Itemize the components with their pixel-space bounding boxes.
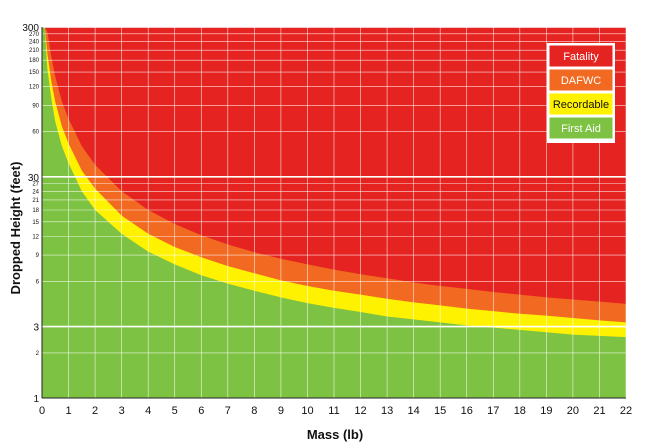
x-tick-label: 13 bbox=[381, 405, 393, 417]
x-tick-label: 3 bbox=[119, 405, 125, 417]
area-first-aid bbox=[42, 27, 626, 398]
y-tick-label: 60 bbox=[32, 130, 39, 136]
legend-label: First Aid bbox=[561, 123, 601, 135]
y-tick-label: 18 bbox=[32, 208, 39, 214]
x-tick-labels: 0 1 2 3 4 5 6 7 8 9 10 11 12 13 14 15 16 17 18 19 20 21 22 bbox=[39, 405, 632, 417]
x-tick-label: 19 bbox=[540, 405, 552, 417]
x-axis-title: Mass (lb) bbox=[307, 427, 363, 442]
legend-swatch bbox=[548, 116, 614, 140]
x-tick-label: 14 bbox=[408, 405, 420, 417]
grid-lines bbox=[41, 26, 627, 399]
x-tick-label: 17 bbox=[487, 405, 499, 417]
x-tick-label: 1 bbox=[65, 405, 71, 417]
y-tick-label: 15 bbox=[32, 220, 39, 226]
y-tick-label: 240 bbox=[29, 40, 40, 46]
legend-swatch bbox=[548, 92, 614, 116]
x-tick-label: 18 bbox=[514, 405, 526, 417]
x-tick-label: 21 bbox=[593, 405, 605, 417]
x-tick-label: 0 bbox=[39, 405, 45, 417]
legend-swatch bbox=[548, 68, 614, 92]
legend-swatch bbox=[548, 44, 614, 68]
y-tick-label: 120 bbox=[29, 85, 40, 91]
x-tick-label: 5 bbox=[172, 405, 178, 417]
y-tick-label: 9 bbox=[36, 253, 40, 259]
legend: Fatality DAFWC Recordable First Aid bbox=[547, 43, 615, 143]
y-tick-labels: 1236912151821242730609012015018021024027… bbox=[22, 23, 39, 405]
legend-label: DAFWC bbox=[561, 75, 601, 87]
y-tick-label: 3 bbox=[33, 323, 39, 334]
x-tick-label: 4 bbox=[145, 405, 151, 417]
x-tick-label: 8 bbox=[251, 405, 257, 417]
x-tick-label: 6 bbox=[198, 405, 204, 417]
y-axis-title: Dropped Height (feet) bbox=[8, 162, 23, 295]
x-tick-label: 9 bbox=[278, 405, 284, 417]
y-tick-label: 1 bbox=[33, 394, 39, 405]
x-tick-label: 10 bbox=[301, 405, 313, 417]
y-tick-label: 180 bbox=[29, 58, 40, 64]
legend-label: Recordable bbox=[553, 99, 609, 111]
y-tick-label: 300 bbox=[22, 23, 39, 34]
x-tick-label: 20 bbox=[567, 405, 579, 417]
y-tick-label: 270 bbox=[29, 32, 40, 38]
y-tick-label: 27 bbox=[32, 182, 39, 188]
y-tick-label: 30 bbox=[28, 173, 40, 184]
y-tick-label: 150 bbox=[29, 70, 40, 76]
x-tick-label: 12 bbox=[354, 405, 366, 417]
x-tick-label: 7 bbox=[225, 405, 231, 417]
x-tick-label: 22 bbox=[620, 405, 632, 417]
y-tick-label: 6 bbox=[36, 279, 40, 285]
y-tick-label: 21 bbox=[32, 198, 39, 204]
y-tick-label: 90 bbox=[32, 103, 39, 109]
y-tick-label: 2 bbox=[36, 351, 40, 357]
legend-label: Fatality bbox=[563, 51, 599, 63]
x-tick-label: 15 bbox=[434, 405, 446, 417]
x-tick-label: 11 bbox=[328, 405, 339, 417]
y-tick-label: 12 bbox=[32, 234, 39, 240]
y-tick-label: 210 bbox=[29, 48, 40, 54]
y-tick-label: 24 bbox=[32, 189, 39, 195]
x-tick-label: 2 bbox=[92, 405, 98, 417]
x-tick-label: 16 bbox=[461, 405, 473, 417]
